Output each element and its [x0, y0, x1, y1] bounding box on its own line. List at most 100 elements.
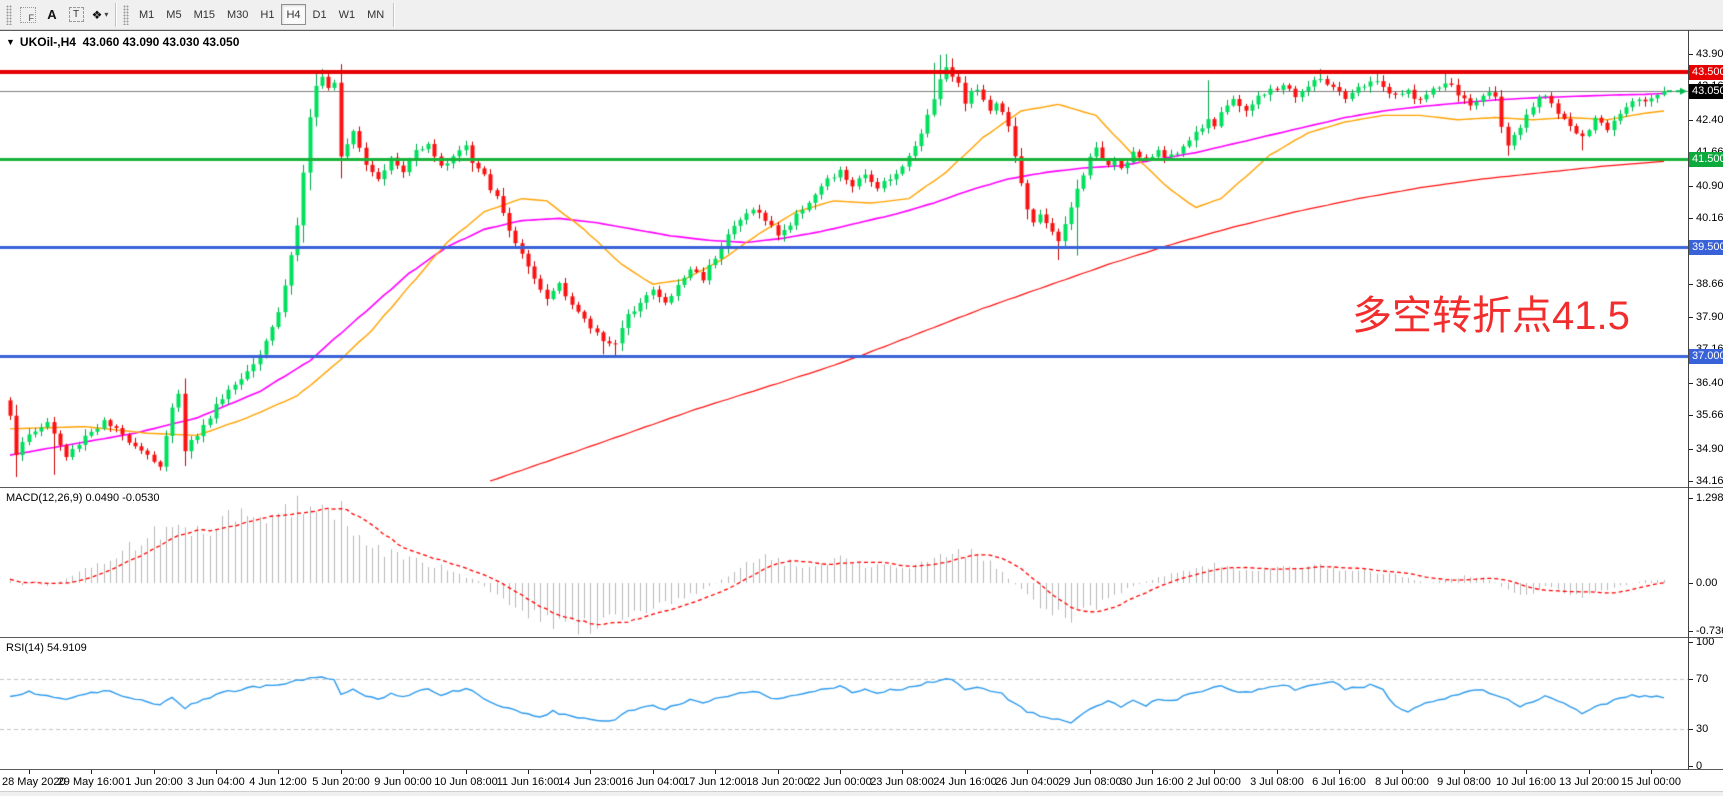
time-tick-label: 22 Jun 00:00 — [808, 776, 872, 788]
time-tick-label: 10 Jul 16:00 — [1496, 776, 1556, 788]
timeframe-button-m5[interactable]: M5 — [161, 4, 186, 25]
arrow-tools-icon: ❖ — [91, 7, 103, 22]
time-tick — [1526, 770, 1527, 774]
font-button[interactable]: A — [40, 3, 64, 27]
rsi-tick-label: 100 — [1696, 636, 1715, 648]
time-tick-label: 30 Jun 16:00 — [1120, 776, 1184, 788]
collapse-caret-icon[interactable]: ▼ — [6, 37, 15, 47]
rsi-tick-label-tick — [1689, 766, 1693, 767]
time-tick — [590, 770, 591, 774]
time-tick — [91, 770, 92, 774]
macd-indicator-label: MACD(12,26,9) 0.0490 -0.0530 — [6, 492, 160, 504]
timeframe-grip[interactable] — [123, 4, 129, 25]
time-tick-label: 11 Jun 16:00 — [496, 776, 560, 788]
time-tick-label: 23 Jun 08:00 — [870, 776, 934, 788]
timeframe-button-m30[interactable]: M30 — [222, 4, 253, 25]
price-badge-37.000: 37.000 — [1689, 349, 1723, 364]
chart-grid-f-icon: F — [20, 6, 36, 23]
time-tick-label: 29 Jun 08:00 — [1058, 776, 1122, 788]
timeframe-button-d1[interactable]: D1 — [308, 4, 332, 25]
toolbar-grip[interactable] — [6, 4, 12, 25]
main-chart-canvas[interactable] — [0, 31, 1689, 487]
time-tick — [278, 770, 279, 774]
price-tick-label-tick — [1689, 317, 1693, 318]
time-tick — [1651, 770, 1652, 774]
time-tick-label: 28 May 2020 — [2, 776, 66, 788]
time-tick — [1464, 770, 1465, 774]
time-tick-label: 3 Jul 08:00 — [1250, 776, 1304, 788]
timeframe-button-w1[interactable]: W1 — [334, 4, 361, 25]
macd-panel-canvas[interactable] — [0, 488, 1689, 637]
rsi-tick-label-tick — [1689, 679, 1693, 680]
rsi-tick-label-tick — [1689, 642, 1693, 643]
price-tick-label: 37.900 — [1696, 311, 1723, 323]
price-tick-label-tick — [1689, 415, 1693, 416]
price-badge-43.050: 43.050 — [1689, 84, 1723, 99]
chart-annotation-text[interactable]: 多空转折点41.5 — [1352, 294, 1630, 338]
time-tick-label: 26 Jun 04:00 — [995, 776, 1059, 788]
chart-grid-f-button[interactable]: F — [16, 3, 40, 27]
macd-tick-label-tick — [1689, 631, 1693, 632]
time-tick — [1090, 770, 1091, 774]
price-tick-label-tick — [1689, 218, 1693, 219]
time-tick-label: 8 Jul 00:00 — [1375, 776, 1429, 788]
time-tick-label: 6 Jul 16:00 — [1312, 776, 1366, 788]
timeframe-button-m1[interactable]: M1 — [134, 4, 159, 25]
macd-tick-label-tick — [1689, 583, 1693, 584]
time-tick-label: 4 Jun 12:00 — [249, 776, 307, 788]
time-tick-label: 18 Jun 20:00 — [746, 776, 810, 788]
text-box-icon: T — [68, 7, 84, 22]
macd-tick-label: -0.7362 — [1696, 625, 1723, 637]
timeframe-button-m15[interactable]: M15 — [189, 4, 220, 25]
arrow-tools-button[interactable]: ❖ ▾ — [88, 3, 112, 27]
time-tick — [1339, 770, 1340, 774]
price-badge-43.500: 43.500 — [1689, 65, 1723, 80]
price-tick-label-tick — [1689, 54, 1693, 55]
time-tick-label: 15 Jul 00:00 — [1621, 776, 1681, 788]
time-tick-label: 29 May 16:00 — [57, 776, 125, 788]
window-bottom-strip — [0, 791, 1723, 796]
time-tick — [29, 770, 30, 774]
price-tick-label: 40.900 — [1696, 180, 1723, 192]
price-tick-label: 34.900 — [1696, 443, 1723, 455]
text-label-button[interactable]: T — [64, 3, 88, 27]
panel-separator-2[interactable] — [0, 637, 1723, 638]
time-tick-label: 9 Jul 08:00 — [1437, 776, 1491, 788]
price-tick-label: 34.160 — [1696, 475, 1723, 487]
timeframe-button-h4[interactable]: H4 — [281, 4, 306, 25]
price-axis[interactable]: 43.90043.16042.40041.66040.90040.16039.4… — [1689, 30, 1723, 772]
time-tick — [965, 770, 966, 774]
rsi-panel-canvas[interactable] — [0, 638, 1689, 769]
rsi-tick-label-tick — [1689, 729, 1693, 730]
time-axis[interactable]: 28 May 2020 29 May 16:00 1 Jun 20:00 3 Jun … — [0, 770, 1689, 790]
time-tick — [902, 770, 903, 774]
rsi-tick-label: 30 — [1696, 723, 1709, 735]
time-tick — [1589, 770, 1590, 774]
time-tick-label: 24 Jun 16:00 — [933, 776, 997, 788]
time-tick-label: 3 Jun 04:00 — [187, 776, 245, 788]
timeframe-button-h1[interactable]: H1 — [255, 4, 279, 25]
timeframe-button-mn[interactable]: MN — [362, 4, 389, 25]
time-tick — [653, 770, 654, 774]
time-tick — [1152, 770, 1153, 774]
panel-separator-1[interactable] — [0, 487, 1723, 488]
rsi-tick-label: 70 — [1696, 673, 1709, 685]
macd-tick-label: 1.2985 — [1696, 492, 1723, 504]
font-a-icon: A — [47, 7, 57, 22]
time-tick — [466, 770, 467, 774]
price-tick-label: 36.400 — [1696, 377, 1723, 389]
rsi-tick-label: 0 — [1696, 760, 1703, 772]
price-tick-label: 40.160 — [1696, 212, 1723, 224]
time-tick-label: 17 Jun 12:00 — [683, 776, 747, 788]
price-tick-label-tick — [1689, 481, 1693, 482]
price-tick-label-tick — [1689, 284, 1693, 285]
time-tick-label: 2 Jul 00:00 — [1187, 776, 1241, 788]
macd-tick-label: 0.00 — [1696, 577, 1718, 589]
price-tick-label-tick — [1689, 120, 1693, 121]
chart-title: ▼ UKOil-,H4 43.060 43.090 43.030 43.050 — [6, 35, 239, 49]
timeframe-group: M1 M5 M15 M30 H1 H4 D1 W1 MN — [133, 4, 390, 25]
toolbar-separator-2 — [393, 2, 395, 27]
time-tick — [403, 770, 404, 774]
time-tick — [1214, 770, 1215, 774]
